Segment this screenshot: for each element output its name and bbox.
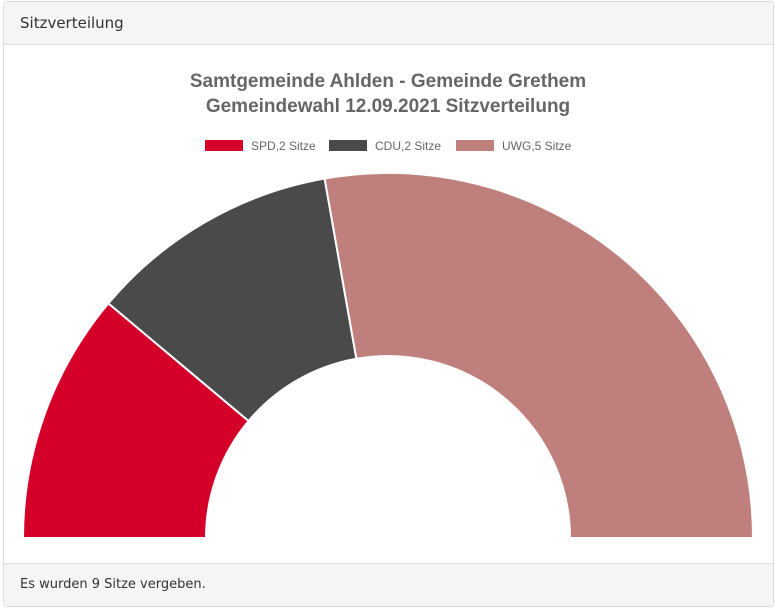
panel-title: Sitzverteilung	[20, 14, 124, 32]
slice-uwg[interactable]	[323, 172, 755, 539]
chart-title-line-2: Gemeindewahl 12.09.2021 Sitzverteilung	[206, 96, 570, 117]
chart-slices	[21, 172, 755, 539]
legend-item-uwg[interactable]: UWG,5 Sitze	[456, 139, 572, 153]
legend-label-cdu: CDU,2 Sitze	[375, 139, 441, 153]
slice-spd[interactable]	[21, 301, 250, 539]
legend-item-cdu[interactable]: CDU,2 Sitze	[329, 139, 441, 153]
legend-swatch-cdu	[329, 140, 367, 151]
seats-summary-text: Es wurden 9 Sitze vergeben.	[20, 577, 206, 592]
panel-footer: Es wurden 9 Sitze vergeben.	[4, 563, 773, 606]
chart-title-line-1: Samtgemeinde Ahlden - Gemeinde Grethem	[190, 71, 586, 92]
legend-label-spd: SPD,2 Sitze	[251, 139, 316, 153]
legend-swatch-uwg	[456, 140, 494, 151]
panel-header: Sitzverteilung	[4, 2, 773, 45]
legend-label-uwg: UWG,5 Sitze	[502, 139, 572, 153]
legend-swatch-spd	[205, 140, 243, 151]
slice-cdu[interactable]	[106, 177, 358, 423]
legend-item-spd[interactable]: SPD,2 Sitze	[205, 139, 316, 153]
chart-legend: SPD,2 Sitze CDU,2 Sitze UWG,5 Sitze	[205, 139, 572, 153]
